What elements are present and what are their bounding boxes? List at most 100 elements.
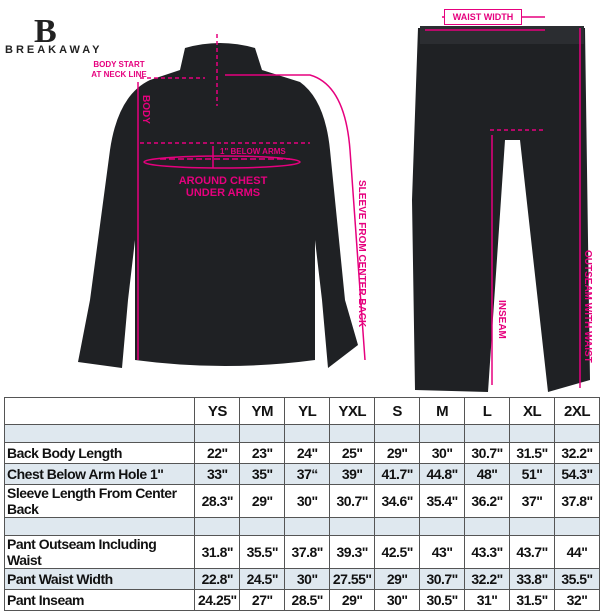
spacer-cell [284,424,331,443]
measurement-cell: 35" [239,463,286,485]
table-row: Chest Below Arm Hole 1" 33" 35" 37“ 39" 41.7"… [3,463,600,485]
corner-cell [3,397,196,425]
measurement-cell: 37" [509,484,556,518]
measurement-cell: 44.8" [419,463,466,485]
measurement-cell: 32.2" [554,442,600,464]
spacer-cell [194,517,241,536]
measurement-cell: 30" [419,442,466,464]
size-header-yl: YL [284,397,331,425]
measurement-cell: 30" [374,589,421,611]
svg-text:B: B [34,13,57,50]
size-header-m: M [419,397,466,425]
measurement-cell: 48" [464,463,511,485]
spacer-cell [329,517,376,536]
spacer-cell [239,424,286,443]
measurement-cell: 32" [554,589,600,611]
spacer-cell [509,517,556,536]
measurement-cell: 31.5" [509,442,556,464]
measurement-cell: 37.8" [554,484,600,518]
measurement-cell: 44" [554,535,600,569]
measurement-cell: 28.5" [284,589,331,611]
spacer-cell [239,517,286,536]
measurement-cell: 33.8" [509,568,556,590]
below-arms-label: 1" BELOW ARMS [220,147,286,156]
jacket-image [78,43,358,368]
size-header-row: YS YM YL YXL S M L XL 2XL [3,397,600,425]
row-label: Sleeve Length From Center Back [3,484,196,518]
size-header-xl: XL [509,397,556,425]
size-header-s: S [374,397,421,425]
table-row: Pant Inseam 24.25" 27" 28.5" 29" 30" 30.5" 31" 3… [3,589,600,611]
product-illustration: B [34,13,590,392]
spacer-row [3,424,600,443]
spacer-cell [464,424,511,443]
outseam-label: OUTSEAM WITH WAIST [582,250,593,363]
around-chest-label: AROUND CHEST UNDER ARMS [178,175,268,199]
measurement-cell: 37“ [284,463,331,485]
measurement-cell: 22" [194,442,241,464]
measurement-cell: 27" [239,589,286,611]
spacer-cell [284,517,331,536]
spacer-cell [329,424,376,443]
measurement-cell: 23" [239,442,286,464]
measurement-cell: 37.8" [284,535,331,569]
measurement-cell: 43" [419,535,466,569]
brand-name: BREAKAWAY [5,44,103,56]
spacer-cell [374,424,421,443]
spacer-cell [554,424,600,443]
size-header-l: L [464,397,511,425]
spacer-cell [194,424,241,443]
table-row: Back Body Length 22" 23" 24" 25" 29" 30" 30.7" 3… [3,442,600,464]
measurement-cell: 43.3" [464,535,511,569]
inseam-label: INSEAM [496,300,507,339]
measurement-cell: 34.6" [374,484,421,518]
measurement-cell: 27.55" [329,568,376,590]
table-row: Pant Outseam Including Waist 31.8" 35.5" 37… [3,535,600,569]
row-label: Pant Waist Width [3,568,196,590]
measurement-cell: 24.25" [194,589,241,611]
measurement-cell: 25" [329,442,376,464]
table-row: Pant Waist Width 22.8" 24.5" 30" 27.55" 29" 30… [3,568,600,590]
measurement-cell: 30.7" [329,484,376,518]
measurement-cell: 28.3" [194,484,241,518]
measurement-cell: 35.5" [239,535,286,569]
measurement-cell: 29" [329,589,376,611]
size-header-yxl: YXL [329,397,376,425]
table-row: Sleeve Length From Center Back 28.3" 29" 30… [3,484,600,518]
spacer-cell [554,517,600,536]
body-label: BODY [140,95,151,124]
measurement-cell: 24.5" [239,568,286,590]
row-label: Back Body Length [3,442,196,464]
size-chart-table: YS YM YL YXL S M L XL 2XL Back Body Length 22" 23"… [3,397,600,611]
spacer-cell [419,424,466,443]
measurement-cell: 33" [194,463,241,485]
measurement-lines [137,16,581,388]
measurement-cell: 22.8" [194,568,241,590]
measurement-cell: 31" [464,589,511,611]
measurement-cell: 35.4" [419,484,466,518]
measurement-cell: 29" [374,442,421,464]
row-label: Chest Below Arm Hole 1" [3,463,196,485]
measurement-cell: 24" [284,442,331,464]
spacer-cell [419,517,466,536]
measurement-cell: 29" [374,568,421,590]
spacer-cell [464,517,511,536]
size-header-ym: YM [239,397,286,425]
measurement-cell: 54.3" [554,463,600,485]
measurement-cell: 30.5" [419,589,466,611]
waist-width-label: WAIST WIDTH [444,9,522,25]
measurement-cell: 30" [284,484,331,518]
spacer-cell [3,424,196,443]
measurement-cell: 29" [239,484,286,518]
measurement-cell: 36.2" [464,484,511,518]
body-start-label: BODY START AT NECK LINE [91,60,147,79]
measurement-cell: 42.5" [374,535,421,569]
row-label: Pant Outseam Including Waist [3,535,196,569]
spacer-row [3,517,600,536]
measurement-cell: 32.2" [464,568,511,590]
spacer-cell [509,424,556,443]
size-header-2xl: 2XL [554,397,600,425]
breakaway-logo: B [34,13,57,50]
spacer-cell [3,517,196,536]
measurement-cell: 41.7" [374,463,421,485]
